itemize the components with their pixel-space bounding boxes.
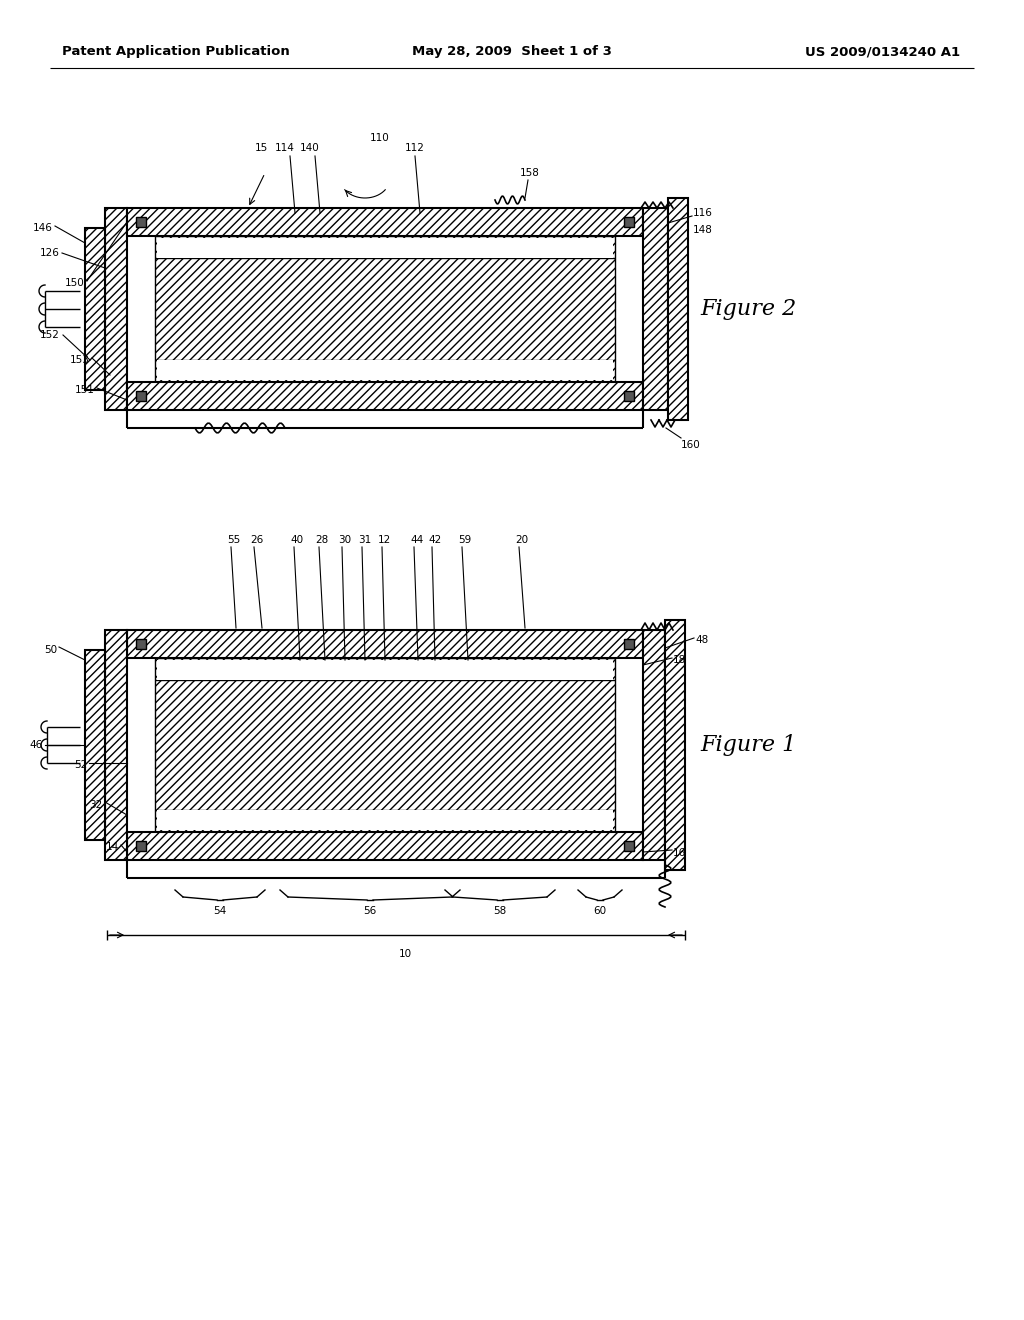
Bar [127, 381, 643, 411]
Text: 54: 54 [213, 906, 226, 916]
Bar [155, 236, 615, 381]
Bar [624, 216, 634, 227]
Text: Patent Application Publication: Patent Application Publication [62, 45, 290, 58]
Text: 50: 50 [44, 645, 57, 655]
Text: 26: 26 [250, 535, 263, 545]
Text: 112: 112 [406, 143, 425, 153]
Text: 48: 48 [695, 635, 709, 645]
Text: 44: 44 [410, 535, 423, 545]
Text: 16: 16 [673, 847, 686, 858]
Text: 30: 30 [338, 535, 351, 545]
Text: 110: 110 [370, 133, 390, 143]
Bar [643, 209, 668, 411]
Bar [105, 630, 127, 861]
Text: 31: 31 [358, 535, 372, 545]
Bar [127, 832, 643, 861]
Text: 42: 42 [428, 535, 441, 545]
Text: 153: 153 [70, 355, 90, 366]
Bar [105, 209, 127, 411]
Bar [157, 360, 613, 380]
Text: 60: 60 [594, 906, 606, 916]
Text: 150: 150 [66, 279, 85, 288]
Text: 52: 52 [74, 760, 87, 770]
Text: 56: 56 [364, 906, 377, 916]
Text: US 2009/0134240 A1: US 2009/0134240 A1 [805, 45, 961, 58]
Bar [624, 841, 634, 851]
Text: 15: 15 [254, 143, 267, 153]
Bar [157, 238, 613, 257]
Text: Figure 2: Figure 2 [700, 298, 797, 319]
Bar [157, 660, 613, 680]
Bar [127, 209, 643, 236]
Bar [668, 198, 688, 420]
Text: 152: 152 [40, 330, 60, 341]
Text: 59: 59 [458, 535, 471, 545]
Text: 12: 12 [378, 535, 391, 545]
Bar [643, 630, 665, 861]
Text: 146: 146 [33, 223, 53, 234]
Text: 14: 14 [105, 842, 119, 851]
Bar [665, 620, 685, 870]
Text: 20: 20 [515, 535, 528, 545]
Text: 160: 160 [681, 440, 700, 450]
Bar [624, 391, 634, 401]
Bar [85, 228, 105, 389]
Bar [155, 657, 615, 832]
Text: 18: 18 [673, 655, 686, 665]
Text: 10: 10 [398, 949, 412, 960]
Text: 32: 32 [89, 800, 102, 810]
Text: 28: 28 [315, 535, 329, 545]
Text: May 28, 2009  Sheet 1 of 3: May 28, 2009 Sheet 1 of 3 [412, 45, 612, 58]
Text: 151: 151 [75, 385, 95, 395]
Text: 158: 158 [520, 168, 540, 178]
Text: 40: 40 [290, 535, 303, 545]
Bar [624, 639, 634, 649]
Text: 114: 114 [275, 143, 295, 153]
Bar [157, 810, 613, 830]
Text: 140: 140 [300, 143, 319, 153]
Text: 46: 46 [30, 741, 43, 750]
Bar [136, 841, 146, 851]
Bar [136, 639, 146, 649]
Text: Figure 1: Figure 1 [700, 734, 797, 756]
Bar [136, 391, 146, 401]
Text: 58: 58 [494, 906, 507, 916]
Bar [136, 216, 146, 227]
Bar [85, 649, 105, 840]
Text: 148: 148 [693, 224, 713, 235]
Bar [127, 630, 643, 657]
Text: 116: 116 [693, 209, 713, 218]
Text: 126: 126 [40, 248, 60, 257]
Text: 55: 55 [227, 535, 241, 545]
